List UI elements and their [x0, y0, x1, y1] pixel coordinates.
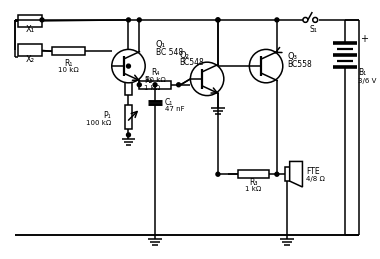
- Text: X₁: X₁: [25, 25, 35, 34]
- Circle shape: [40, 18, 44, 22]
- Bar: [285, 167, 290, 181]
- Circle shape: [249, 49, 283, 83]
- Text: R₂: R₂: [144, 76, 153, 85]
- Bar: [125, 105, 132, 129]
- Text: R₄: R₄: [151, 68, 159, 77]
- Text: 100 kΩ: 100 kΩ: [86, 120, 111, 126]
- Text: X₂: X₂: [26, 55, 35, 64]
- Text: P₁: P₁: [103, 111, 111, 120]
- Text: +: +: [361, 34, 369, 44]
- Text: 4/8 Ω: 4/8 Ω: [306, 176, 325, 182]
- Circle shape: [216, 18, 220, 22]
- Text: Q₃: Q₃: [288, 52, 298, 61]
- Circle shape: [275, 18, 279, 22]
- Polygon shape: [290, 161, 302, 187]
- Circle shape: [313, 17, 318, 22]
- Text: C₁: C₁: [165, 98, 173, 107]
- Text: FTE: FTE: [306, 167, 320, 176]
- Circle shape: [303, 17, 308, 22]
- Circle shape: [127, 133, 130, 137]
- Text: 47 nF: 47 nF: [165, 106, 184, 112]
- Bar: [18, 45, 42, 56]
- Circle shape: [127, 64, 130, 68]
- Circle shape: [127, 18, 130, 22]
- Text: B₁: B₁: [358, 68, 367, 77]
- Circle shape: [216, 18, 220, 22]
- Circle shape: [275, 172, 279, 176]
- Circle shape: [216, 172, 220, 176]
- Text: 1 kΩ: 1 kΩ: [144, 85, 160, 91]
- Circle shape: [190, 62, 224, 96]
- Circle shape: [137, 83, 141, 87]
- Circle shape: [177, 83, 180, 87]
- Text: BC558: BC558: [288, 60, 312, 69]
- Text: R₃: R₃: [249, 178, 258, 186]
- Text: 10 kΩ: 10 kΩ: [58, 67, 79, 73]
- Text: Q₁: Q₁: [156, 40, 166, 49]
- Bar: [125, 71, 132, 95]
- Text: BC 548: BC 548: [156, 48, 183, 57]
- Text: BC548: BC548: [180, 58, 204, 67]
- Bar: [52, 47, 85, 55]
- Text: 10 kΩ: 10 kΩ: [145, 77, 165, 83]
- Circle shape: [112, 49, 145, 83]
- Text: R₁: R₁: [64, 59, 73, 68]
- Text: 3/6 V: 3/6 V: [358, 78, 377, 84]
- Bar: [238, 170, 269, 178]
- Text: 1 kΩ: 1 kΩ: [245, 186, 261, 192]
- Bar: [18, 15, 42, 27]
- Circle shape: [153, 83, 157, 87]
- Circle shape: [137, 18, 141, 22]
- Bar: [139, 81, 171, 89]
- Text: Q₂: Q₂: [180, 51, 190, 60]
- Text: S₁: S₁: [309, 25, 317, 34]
